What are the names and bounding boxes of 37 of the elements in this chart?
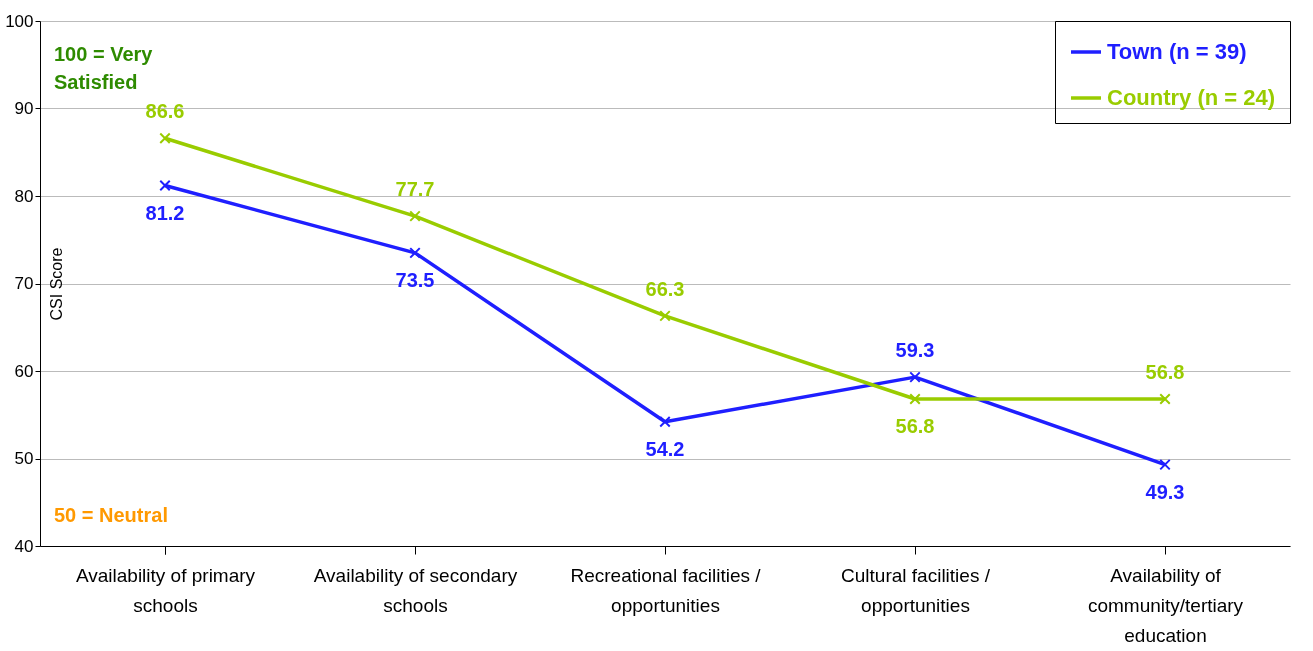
point — [659, 416, 671, 428]
annotation: 100 = Very Satisfied — [54, 43, 154, 93]
data-label: 59.3 — [895, 339, 935, 362]
point — [1159, 393, 1171, 405]
data-label: 56.8 — [1145, 361, 1185, 383]
point — [909, 371, 921, 383]
point — [159, 132, 171, 144]
x-tick-label: Availability of secondary schools — [313, 564, 518, 616]
point — [159, 179, 171, 192]
x-tick-label: Cultural facilities / opportunities — [841, 564, 991, 616]
point — [409, 210, 421, 222]
y-tick-label: 40 — [14, 536, 34, 556]
data-label: 49.3 — [1145, 480, 1185, 503]
x-tick-label: Availability of community/tertiary education — [1087, 564, 1244, 646]
point — [1159, 458, 1171, 471]
y-tick-label: 50 — [14, 449, 34, 468]
annotation: 50 = Neutral — [54, 504, 168, 526]
x-tick-label: Availability of primary schools — [75, 564, 256, 616]
point — [409, 247, 421, 259]
data-label: 86.6 — [145, 100, 185, 123]
point — [659, 310, 671, 322]
y-tick-label: 70 — [14, 274, 34, 293]
data-label: 56.8 — [895, 415, 935, 437]
point — [909, 393, 921, 405]
y-tick-label: 60 — [14, 361, 34, 381]
data-label: 73.5 — [395, 268, 435, 291]
legend-label: Country (n = 24) — [1107, 85, 1276, 110]
y-axis-title: CSI Score — [47, 247, 65, 321]
data-label: 54.2 — [645, 437, 685, 460]
legend-label: Town (n = 39) — [1107, 39, 1247, 64]
y-tick-label: 80 — [14, 186, 34, 206]
data-label: 81.2 — [145, 201, 185, 224]
y-tick-label: 100 — [5, 11, 34, 31]
y-tick-label: 90 — [14, 99, 34, 118]
data-label: 66.3 — [645, 277, 685, 300]
x-tick-label: Recreational facilities / opportunities — [570, 564, 762, 616]
data-label: 77.7 — [395, 178, 435, 201]
